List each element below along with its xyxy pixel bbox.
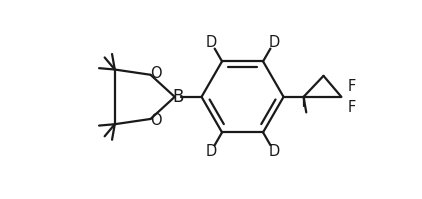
Text: B: B	[172, 88, 184, 106]
Text: D: D	[206, 35, 216, 50]
Text: D: D	[206, 144, 216, 159]
Text: D: D	[268, 144, 280, 159]
Text: D: D	[268, 35, 280, 50]
Text: O: O	[150, 113, 162, 128]
Text: F: F	[348, 79, 356, 94]
Text: O: O	[150, 66, 162, 81]
Text: F: F	[348, 100, 356, 115]
